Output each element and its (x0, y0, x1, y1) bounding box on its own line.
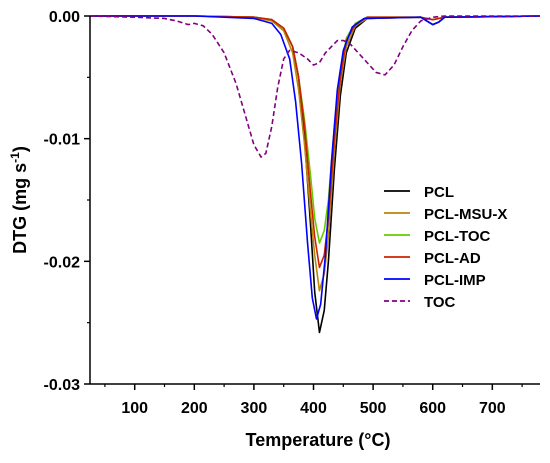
y-axis-title: DTG (mg s-1) (8, 146, 30, 254)
axes: 100 200 300 400 500 600 700 0.00 -0.01 -0.02 -0.03 (44, 9, 540, 417)
legend-label: PCL-TOC (424, 228, 491, 245)
x-tick-label: 400 (300, 400, 327, 417)
legend-label: PCL (424, 184, 454, 201)
y-axis-title-main: DTG (mg s (10, 163, 30, 254)
y-axis-title-end: ) (10, 146, 30, 152)
y-tick-label: 0.00 (49, 9, 80, 26)
x-tick-label: 200 (181, 400, 208, 417)
x-tick-label: 700 (479, 400, 506, 417)
series-line-toc (89, 15, 540, 158)
x-tick-label: 500 (360, 400, 387, 417)
x-axis-title: Temperature (°C) (246, 430, 391, 450)
legend-label: PCL-AD (424, 250, 481, 267)
y-tick-label: -0.01 (44, 132, 81, 149)
y-axis-title-group: DTG (mg s-1) (8, 146, 30, 254)
legend-label: TOC (424, 294, 456, 311)
legend-label: PCL-MSU-X (424, 206, 507, 223)
x-tick-label: 300 (241, 400, 268, 417)
plot-lines (89, 15, 541, 334)
series-line-pcl-imp (90, 15, 541, 320)
x-tick-label: 100 (121, 400, 148, 417)
y-axis-title-sup: -1 (8, 152, 22, 163)
legend: PCL PCL-MSU-X PCL-TOC PCL-AD PCL-IMP TOC (384, 184, 507, 311)
legend-label: PCL-IMP (424, 272, 486, 289)
x-tick-label: 600 (419, 400, 446, 417)
y-tick-label: -0.03 (44, 377, 81, 394)
y-tick-label: -0.02 (44, 254, 81, 271)
